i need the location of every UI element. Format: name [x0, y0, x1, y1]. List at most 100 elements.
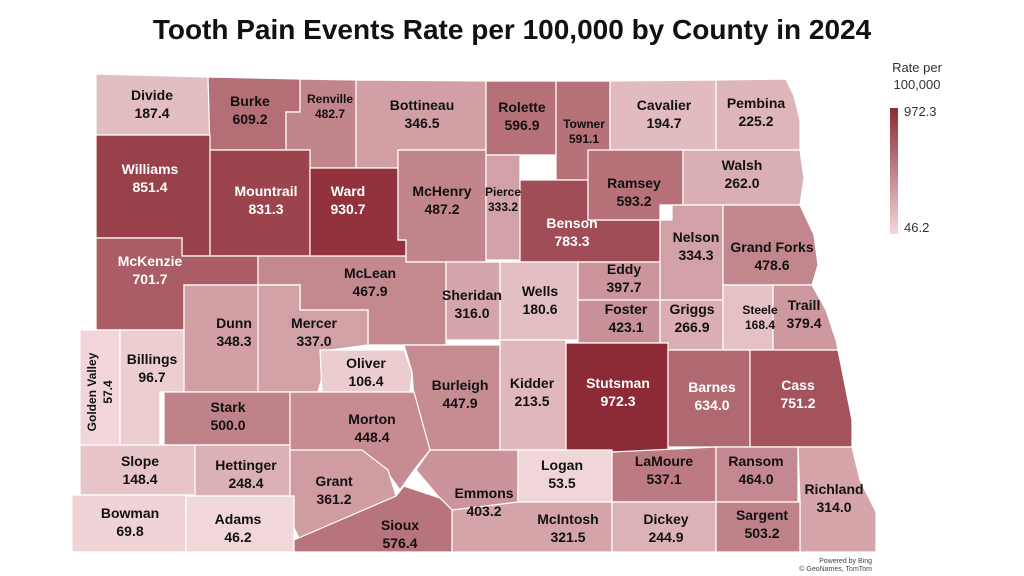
county-name: Pierce: [485, 185, 521, 199]
county-name: Richland: [804, 481, 863, 497]
county-name: Kidder: [510, 375, 555, 391]
county-label-emmons: Emmons 403.2: [454, 485, 513, 519]
county-label-pembina: Pembina 225.2: [727, 95, 786, 129]
county-label-billings: Billings 96.7: [127, 351, 178, 385]
county-value: 69.8: [116, 523, 143, 539]
county-name: Traill: [788, 297, 821, 313]
county-value: 783.3: [554, 233, 589, 249]
county-value: 537.1: [646, 471, 681, 487]
county-name: Rolette: [498, 99, 546, 115]
county-sargent[interactable]: [715, 501, 801, 553]
county-walsh[interactable]: [682, 149, 805, 206]
county-oliver[interactable]: [319, 349, 413, 395]
county-name: Renville: [307, 92, 353, 106]
county-name: McKenzie: [118, 253, 183, 269]
county-value: 96.7: [138, 369, 165, 385]
county-label-griggs: Griggs 266.9: [669, 301, 714, 335]
county-value: 187.4: [134, 105, 169, 121]
legend-title-line1: Rate per: [892, 60, 942, 75]
county-value: 180.6: [522, 301, 557, 317]
county-label-benson: Benson 783.3: [546, 215, 597, 249]
county-name: McIntosh: [537, 511, 598, 527]
county-sioux[interactable]: [293, 485, 453, 553]
county-name: Morton: [348, 411, 395, 427]
county-label-goldenvalley: Golden Valley 57.4: [85, 352, 115, 431]
county-name: Foster: [605, 301, 648, 317]
county-name: Sheridan: [442, 287, 502, 303]
county-value: 361.2: [316, 491, 351, 507]
county-label-kidder: Kidder 213.5: [510, 375, 555, 409]
county-name: Oliver: [346, 355, 386, 371]
county-value: 57.4: [101, 380, 115, 404]
county-value: 168.4: [745, 318, 775, 332]
county-name: Stutsman: [586, 375, 650, 391]
county-label-divide: Divide 187.4: [131, 87, 173, 121]
county-name: Slope: [121, 453, 159, 469]
county-value: 751.2: [780, 395, 815, 411]
county-value: 213.5: [514, 393, 549, 409]
county-label-wells: Wells 180.6: [522, 283, 559, 317]
county-label-richland: Richland 314.0: [804, 481, 863, 515]
county-value: 397.7: [606, 279, 641, 295]
county-value: 333.2: [488, 200, 518, 214]
county-label-nelson: Nelson 334.3: [673, 229, 720, 263]
county-label-stutsman: Stutsman 972.3: [586, 375, 650, 409]
county-label-burleigh: Burleigh 447.9: [432, 377, 489, 411]
county-label-morton: Morton 448.4: [348, 411, 395, 445]
county-value: 634.0: [694, 397, 729, 413]
legend-title-line2: 100,000: [893, 77, 941, 92]
county-value: 448.4: [354, 429, 389, 445]
county-value: 194.7: [646, 115, 681, 131]
county-label-barnes: Barnes 634.0: [688, 379, 736, 413]
county-label-traill: Traill 379.4: [786, 297, 821, 331]
county-label-dickey: Dickey 244.9: [643, 511, 688, 545]
county-label-sargent: Sargent 503.2: [736, 507, 788, 541]
county-name: Williams: [122, 161, 179, 177]
county-value: 831.3: [248, 201, 283, 217]
county-value: 930.7: [330, 201, 365, 217]
county-label-eddy: Eddy 397.7: [606, 261, 641, 295]
county-label-grant: Grant 361.2: [315, 473, 353, 507]
county-value: 464.0: [738, 471, 773, 487]
county-value: 500.0: [210, 417, 245, 433]
county-label-adams: Adams 46.2: [215, 511, 262, 545]
county-name: Pembina: [727, 95, 786, 111]
county-value: 447.9: [442, 395, 477, 411]
county-label-hettinger: Hettinger 248.4: [215, 457, 277, 491]
county-name: Bottineau: [390, 97, 455, 113]
county-value: 403.2: [466, 503, 501, 519]
legend-min-label: 46.2: [904, 220, 930, 235]
county-label-dunn: Dunn 348.3: [216, 315, 252, 349]
county-label-rolette: Rolette 596.9: [498, 99, 546, 133]
county-name: Wells: [522, 283, 559, 299]
county-name: Dunn: [216, 315, 252, 331]
county-value: 972.3: [600, 393, 635, 409]
county-name: Ramsey: [607, 175, 661, 191]
county-label-mcintosh: McIntosh 321.5: [537, 511, 598, 545]
county-name: Logan: [541, 457, 583, 473]
county-name: Billings: [127, 351, 178, 367]
county-value: 487.2: [424, 201, 459, 217]
county-label-ramsey: Ramsey 593.2: [607, 175, 661, 209]
county-name: Adams: [215, 511, 262, 527]
county-value: 379.4: [786, 315, 821, 331]
county-name: Hettinger: [215, 457, 277, 473]
county-label-cass: Cass 751.2: [780, 377, 815, 411]
county-value: 423.1: [608, 319, 643, 335]
county-name: Burleigh: [432, 377, 489, 393]
county-label-cavalier: Cavalier 194.7: [637, 97, 692, 131]
county-label-mercer: Mercer 337.0: [291, 315, 337, 349]
county-name: Steele: [742, 303, 778, 317]
county-label-logan: Logan 53.5: [541, 457, 583, 491]
county-label-ransom: Ransom 464.0: [728, 453, 783, 487]
county-label-mountrail: Mountrail 831.3: [235, 183, 298, 217]
county-label-mckenzie: McKenzie 701.7: [118, 253, 183, 287]
county-label-lamoure: LaMoure 537.1: [635, 453, 694, 487]
county-name: McHenry: [412, 183, 471, 199]
county-label-williams: Williams 851.4: [122, 161, 179, 195]
county-name: Towner: [563, 117, 605, 131]
